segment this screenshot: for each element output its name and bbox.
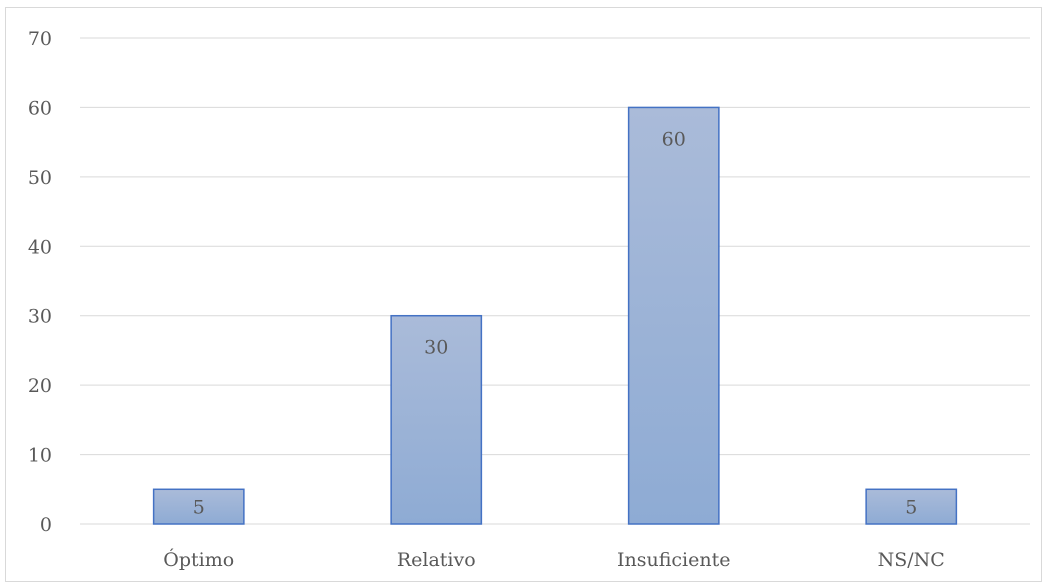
x-category-label: Óptimo: [163, 548, 234, 571]
y-tick-label: 20: [28, 375, 52, 397]
x-category-label: NS/NC: [878, 549, 945, 571]
data-label: 5: [193, 497, 205, 519]
y-axis-ticks: 0 10 20 30 40 50 60 70: [28, 28, 52, 536]
y-tick-label: 0: [40, 514, 52, 536]
bar--ptimo: [152, 488, 245, 525]
data-label: 30: [424, 337, 448, 359]
y-tick-label: 50: [28, 167, 52, 189]
data-label: 60: [662, 128, 686, 150]
bar-insuficiente: [627, 106, 720, 525]
data-labels: 5 30 60 5: [193, 128, 918, 518]
bar-ns-nc: [865, 488, 958, 525]
y-tick-label: 40: [28, 236, 52, 258]
y-tick-label: 10: [28, 445, 52, 467]
y-tick-label: 60: [28, 97, 52, 119]
y-tick-label: 70: [28, 28, 52, 50]
x-category-label: Relativo: [397, 549, 476, 571]
gridlines: [80, 37, 1030, 525]
data-label: 5: [905, 497, 917, 519]
chart-frame: [5, 7, 1042, 582]
bar-relativo: [390, 314, 483, 525]
y-tick-label: 30: [28, 306, 52, 328]
x-axis-categories: Óptimo Relativo Insuficiente NS/NC: [163, 548, 945, 571]
x-category-label: Insuficiente: [617, 549, 730, 571]
bars: [152, 106, 958, 525]
